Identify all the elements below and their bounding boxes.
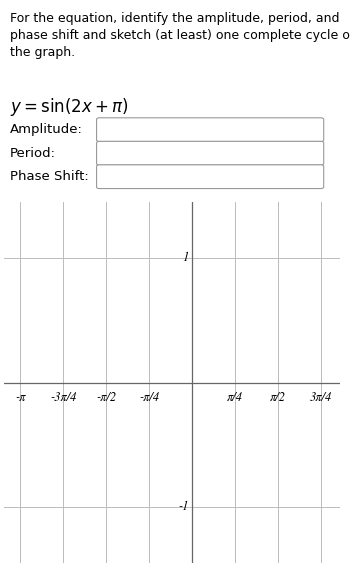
Text: $y = \sin(2x + \pi)$: $y = \sin(2x + \pi)$ xyxy=(10,96,129,118)
Text: 3π/4: 3π/4 xyxy=(310,391,332,404)
FancyBboxPatch shape xyxy=(97,165,324,188)
Text: 1: 1 xyxy=(182,251,189,264)
Text: -π: -π xyxy=(15,391,26,404)
Text: Amplitude:: Amplitude: xyxy=(10,123,83,136)
Text: π/2: π/2 xyxy=(270,391,286,404)
Text: -π/4: -π/4 xyxy=(139,391,159,404)
Text: -π/2: -π/2 xyxy=(96,391,116,404)
FancyBboxPatch shape xyxy=(97,118,324,142)
Text: Period:: Period: xyxy=(10,147,56,160)
Text: -1: -1 xyxy=(178,501,189,513)
Text: -3π/4: -3π/4 xyxy=(50,391,76,404)
Text: For the equation, identify the amplitude, period, and
phase shift and sketch (at: For the equation, identify the amplitude… xyxy=(10,11,350,59)
FancyBboxPatch shape xyxy=(97,141,324,165)
Text: Phase Shift:: Phase Shift: xyxy=(10,170,89,183)
Text: π/4: π/4 xyxy=(227,391,243,404)
